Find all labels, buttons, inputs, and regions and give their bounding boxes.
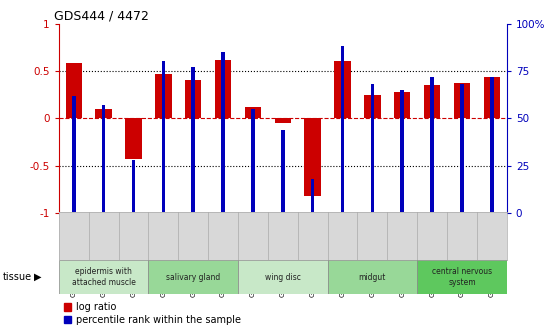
Text: tissue: tissue — [3, 272, 32, 282]
Text: epidermis with
attached muscle: epidermis with attached muscle — [72, 267, 136, 287]
Bar — [490, 77, 494, 213]
Bar — [371, 84, 374, 213]
Bar — [364, 95, 381, 119]
Text: salivary gland: salivary gland — [166, 273, 220, 282]
Bar — [72, 96, 76, 213]
Text: wing disc: wing disc — [265, 273, 301, 282]
Bar — [417, 260, 507, 294]
Bar — [460, 84, 464, 213]
Legend: log ratio, percentile rank within the sample: log ratio, percentile rank within the sa… — [64, 302, 241, 325]
Bar — [148, 260, 238, 294]
Bar — [430, 77, 434, 213]
Bar — [132, 160, 136, 213]
Bar — [400, 90, 404, 213]
Bar — [305, 119, 321, 196]
Bar — [334, 61, 351, 119]
Bar — [125, 119, 142, 159]
Bar — [245, 107, 261, 119]
Bar — [192, 67, 195, 213]
Bar — [238, 260, 328, 294]
Bar — [394, 92, 410, 119]
Bar — [328, 260, 417, 294]
Bar — [185, 81, 202, 119]
Bar — [66, 64, 82, 119]
Bar — [311, 179, 315, 213]
Bar — [221, 52, 225, 213]
Text: ▶: ▶ — [34, 272, 41, 282]
Bar — [424, 85, 440, 119]
Bar — [484, 77, 500, 119]
Bar — [454, 83, 470, 119]
Bar — [340, 46, 344, 213]
Bar — [281, 130, 284, 213]
Bar — [251, 109, 255, 213]
Bar — [95, 109, 112, 119]
Text: midgut: midgut — [359, 273, 386, 282]
Bar — [161, 61, 165, 213]
Text: GDS444 / 4472: GDS444 / 4472 — [54, 9, 149, 23]
Text: central nervous
system: central nervous system — [432, 267, 492, 287]
Bar — [59, 260, 148, 294]
Bar — [215, 59, 231, 119]
Bar — [274, 119, 291, 123]
Bar — [102, 105, 105, 213]
Bar — [155, 74, 171, 119]
